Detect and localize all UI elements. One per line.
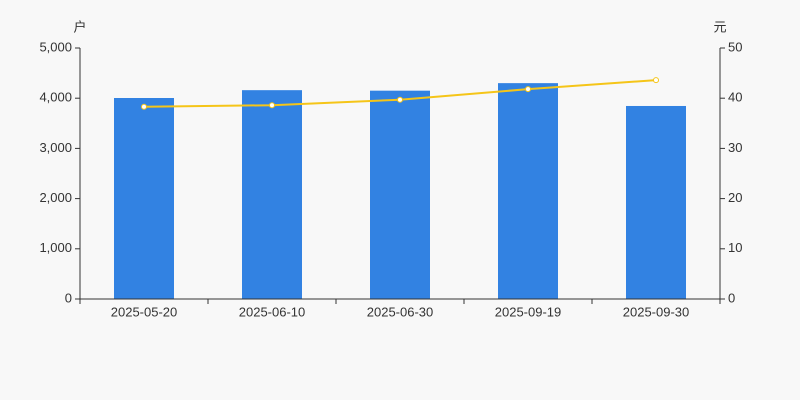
line-point <box>269 102 275 109</box>
x-tick-label: 2025-09-30 <box>623 304 690 319</box>
y-tick-label: 1,000 <box>39 240 72 255</box>
y-axis-unit: 户 <box>73 19 86 34</box>
y-tick-label: 3,000 <box>39 140 72 155</box>
y2-tick-label: 50 <box>728 39 742 54</box>
y2-tick-label: 30 <box>728 140 742 155</box>
bar <box>242 90 302 299</box>
y2-tick-label: 0 <box>728 290 735 305</box>
line-point <box>141 103 147 110</box>
y-tick-label: 5,000 <box>39 39 72 54</box>
x-tick-label: 2025-09-19 <box>495 304 562 319</box>
bar <box>370 90 430 299</box>
line-point <box>525 86 531 93</box>
x-tick-label: 2025-06-10 <box>239 304 306 319</box>
line-point <box>653 77 659 84</box>
x-tick-label: 2025-05-20 <box>111 304 178 319</box>
y2-tick-label: 20 <box>728 190 742 205</box>
bar <box>114 97 174 299</box>
y2-tick-label: 40 <box>728 90 742 105</box>
y-tick-label: 4,000 <box>39 90 72 105</box>
bar <box>626 105 686 299</box>
line-point <box>397 96 403 103</box>
y-tick-label: 2,000 <box>39 190 72 205</box>
y-tick-label: 0 <box>65 290 72 305</box>
bar <box>498 83 558 299</box>
y2-axis-unit: 元 <box>713 19 726 34</box>
y2-tick-label: 10 <box>728 240 742 255</box>
x-tick-label: 2025-06-30 <box>367 304 434 319</box>
